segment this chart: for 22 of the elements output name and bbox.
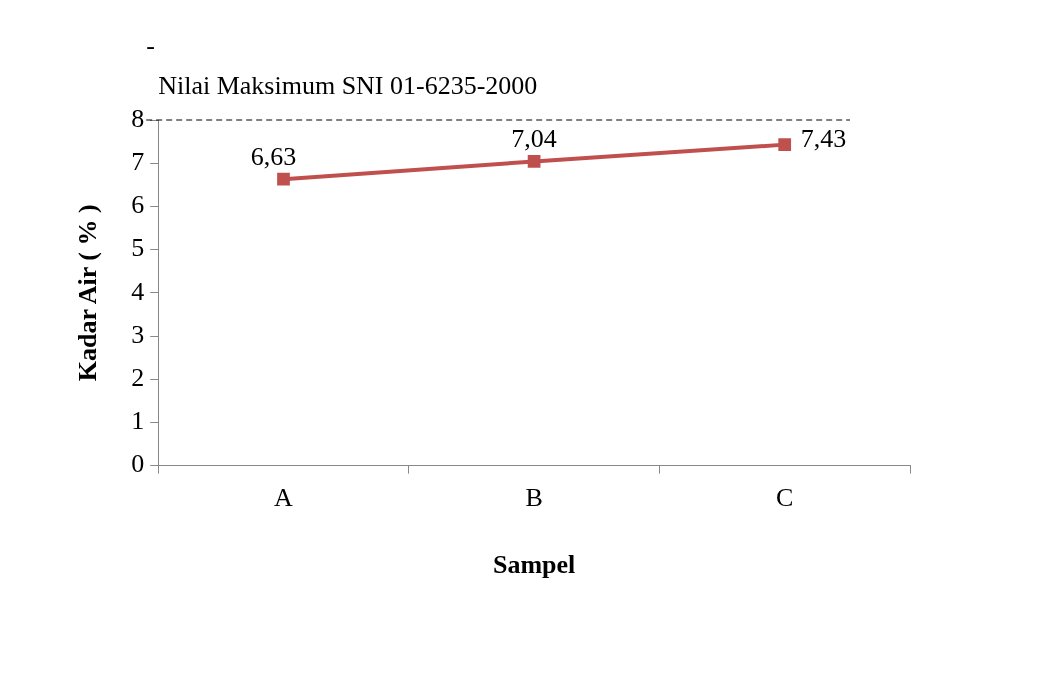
x-axis-title: Sampel: [492, 550, 576, 580]
y-tick-label: 0: [131, 449, 145, 479]
y-tick-label: 6: [131, 190, 145, 220]
y-tick-label: 7: [131, 147, 145, 177]
ref-line-label: Nilai Maksimum SNI 01-6235-2000: [158, 70, 538, 100]
y-axis-title: Kadar Air ( % ): [73, 204, 103, 382]
y-tick-label: 5: [131, 233, 145, 263]
text: -: [146, 30, 155, 60]
data-label: 6,63: [250, 142, 297, 172]
y-tick-label: 8: [131, 103, 145, 133]
data-label: 7,04: [511, 124, 557, 154]
x-tick-label: B: [525, 483, 543, 513]
x-tick-label: A: [274, 483, 294, 513]
y-tick-label: 2: [131, 363, 145, 393]
y-tick-label: 1: [131, 406, 145, 436]
point: [277, 172, 290, 186]
x-tick-label: C: [776, 483, 794, 513]
y-tick-label: 3: [131, 319, 145, 349]
point: [527, 155, 541, 168]
data-label: 7,43: [800, 124, 847, 154]
point: [778, 138, 792, 151]
y-tick-label: 4: [131, 276, 145, 306]
